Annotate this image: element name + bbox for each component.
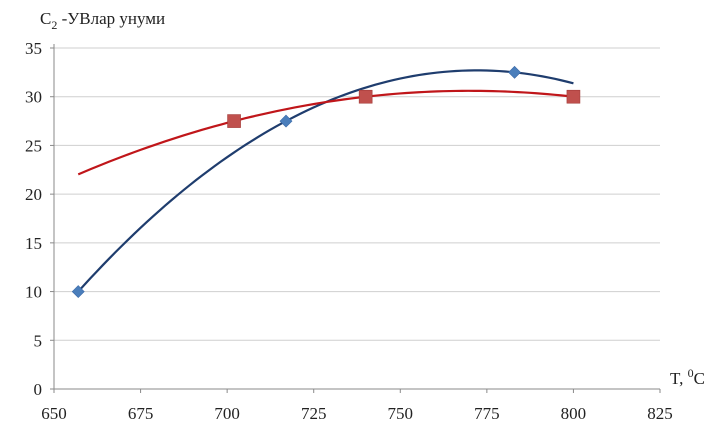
trend-lines: [77, 69, 574, 293]
y-tick-label: 35: [25, 39, 42, 58]
y-tick-label: 5: [34, 331, 43, 350]
x-tick-label: 700: [214, 404, 240, 423]
series-2-trendline: [77, 89, 574, 176]
x-tick-label: 675: [128, 404, 154, 423]
tick-labels: 0 5 10 15 20 25 30 35 650 675 700 725 750 775 800 825: [25, 39, 673, 423]
y-tick-label: 30: [25, 88, 42, 107]
y-tick-label: 0: [34, 380, 43, 399]
x-tick-label: 775: [474, 404, 500, 423]
x-tick-label: 825: [647, 404, 673, 423]
y-tick-label: 25: [25, 136, 42, 155]
y-tick-label: 20: [25, 185, 42, 204]
series-2-point: [566, 89, 581, 104]
series-2-point: [358, 89, 373, 104]
y-tick-label: 15: [25, 234, 42, 253]
series-1-point: [71, 285, 85, 298]
x-axis-title: T, 0C: [670, 366, 705, 388]
x-tick-label: 800: [561, 404, 587, 423]
series-1-point: [508, 65, 521, 79]
x-tick-label: 725: [301, 404, 327, 423]
y-tick-label: 10: [25, 283, 42, 302]
data-markers: [71, 65, 581, 298]
x-tick-label: 650: [41, 404, 67, 423]
series-2-point: [227, 114, 241, 128]
axes: [50, 44, 661, 393]
series-1-point: [279, 114, 293, 128]
series-1-trendline: [77, 69, 574, 293]
y-axis-title: C2 -УВлар унуми: [40, 9, 165, 32]
x-tick-label: 750: [388, 404, 414, 423]
